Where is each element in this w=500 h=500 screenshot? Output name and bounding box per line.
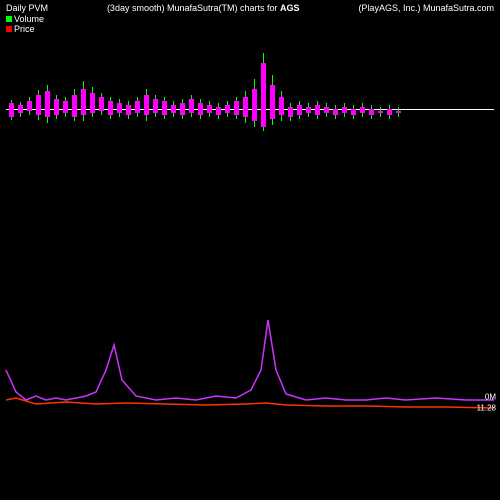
volume-bar [360, 107, 365, 113]
legend-price: Price [6, 24, 44, 34]
volume-bar [351, 109, 356, 115]
volume-bar [180, 103, 185, 115]
header-center: (3day smooth) MunafaSutra(TM) charts for… [48, 3, 358, 13]
volume-bar [99, 97, 104, 111]
header-right: (PlayAGS, Inc.) MunafaSutra.com [358, 3, 494, 13]
volume-bar [18, 105, 23, 113]
volume-bar [261, 63, 266, 127]
header-left: Daily PVM [6, 3, 48, 13]
volume-bar [135, 101, 140, 113]
volume-bar [63, 101, 68, 113]
legend: Volume Price [6, 14, 44, 34]
volume-bar [90, 93, 95, 113]
volume-bar [387, 109, 392, 115]
volume-bar [189, 99, 194, 113]
volume-bar [198, 103, 203, 115]
volume-bar [396, 111, 401, 113]
volume-bar [369, 109, 374, 115]
volume-bar [216, 107, 221, 115]
volume-bar [234, 101, 239, 115]
volume-bar [378, 111, 383, 113]
volume-bar [45, 91, 50, 117]
legend-volume-label: Volume [14, 14, 44, 24]
volume-bar [144, 95, 149, 115]
volume-bar [81, 89, 86, 115]
legend-price-label: Price [14, 24, 35, 34]
legend-volume-swatch [6, 16, 12, 22]
volume-line [6, 320, 494, 400]
y-axis-label: 11.28 [477, 404, 496, 413]
price-panel: 0M 11.28 [6, 300, 494, 410]
volume-bar [153, 99, 158, 113]
volume-bar [324, 107, 329, 113]
volume-bar [27, 101, 32, 111]
volume-bar [117, 103, 122, 113]
volume-bar [126, 105, 131, 115]
volume-bar [333, 109, 338, 115]
header-center-prefix: (3day smooth) MunafaSutra(TM) charts for [107, 3, 280, 13]
volume-bar [315, 105, 320, 115]
volume-bar [279, 97, 284, 115]
volume-bar [108, 101, 113, 115]
volume-axis [6, 109, 494, 110]
volume-bar [288, 107, 293, 117]
volume-bar [9, 103, 14, 117]
volume-bar [72, 95, 77, 117]
volume-bar [36, 95, 41, 115]
volume-bar [225, 105, 230, 113]
volume-bar [306, 107, 311, 113]
legend-price-swatch [6, 26, 12, 32]
volume-bar [297, 105, 302, 115]
volume-bar [252, 89, 257, 121]
chart-header: Daily PVM (3day smooth) MunafaSutra(TM) … [0, 3, 500, 13]
legend-volume: Volume [6, 14, 44, 24]
volume-bar [342, 107, 347, 113]
volume-bar [207, 105, 212, 113]
volume-bar [54, 99, 59, 115]
price-lines [6, 300, 494, 410]
y-axis-label: 0M [485, 393, 496, 402]
volume-bar [243, 97, 248, 117]
volume-bar [171, 105, 176, 113]
header-symbol: AGS [280, 3, 300, 13]
volume-panel [6, 45, 494, 135]
volume-bar [270, 85, 275, 119]
volume-bar [162, 101, 167, 115]
